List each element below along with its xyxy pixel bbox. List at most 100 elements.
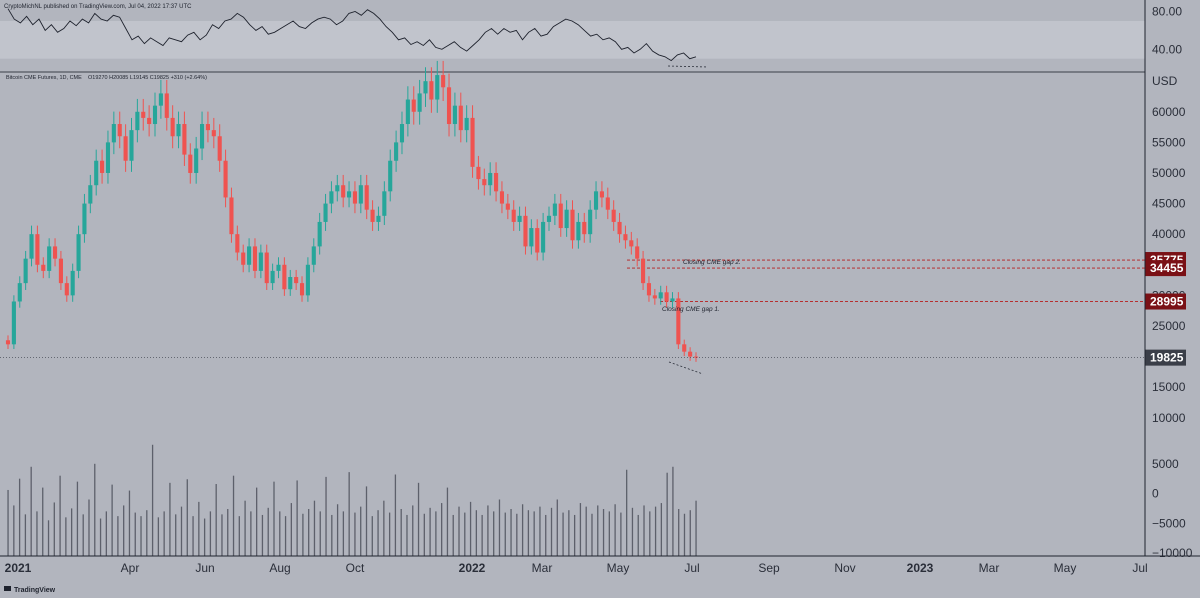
candle: [258, 244, 263, 279]
candle-body: [347, 191, 352, 198]
price-tag-last-text: 19825: [1150, 351, 1184, 365]
candle-body: [670, 298, 675, 302]
volume-bar: [597, 505, 599, 556]
volume-bar: [504, 512, 506, 556]
candle: [629, 231, 634, 255]
candle: [235, 225, 240, 261]
candle: [199, 111, 205, 161]
candle: [523, 206, 528, 255]
volume-bar: [452, 514, 454, 556]
candle-body: [423, 81, 428, 94]
volume-bar: [493, 511, 495, 556]
candle-body: [458, 105, 463, 131]
candle: [147, 105, 152, 137]
volume-bar: [429, 507, 431, 556]
candle-body: [370, 209, 375, 222]
volume-bar: [365, 486, 368, 556]
candle: [576, 212, 581, 249]
candle: [652, 288, 657, 305]
candle: [176, 111, 181, 149]
x-tick-label: Mar: [979, 561, 1000, 575]
candle: [352, 181, 357, 214]
published-line: CryptoMichNL published on TradingView.co…: [4, 4, 192, 10]
volume-bar: [550, 507, 553, 556]
candle-body: [335, 185, 340, 192]
candle-body: [535, 228, 540, 253]
candle-body: [505, 203, 510, 210]
candle-body: [435, 75, 440, 100]
candle: [682, 339, 687, 357]
candle: [670, 292, 675, 308]
candle-body: [352, 191, 357, 204]
candle-body: [641, 258, 646, 284]
candle: [688, 347, 693, 361]
candle-body: [499, 191, 505, 204]
price-tick-label: 15000: [1152, 380, 1186, 394]
candle-body: [646, 283, 652, 296]
candle: [399, 111, 405, 155]
candle-body: [23, 258, 28, 284]
volume-bar: [683, 513, 686, 556]
price-tick-label: 60000: [1152, 105, 1186, 119]
candle: [517, 206, 522, 231]
candle-body: [64, 283, 69, 296]
candle-body: [417, 93, 422, 112]
rsi-tick-label: 40.00: [1152, 42, 1182, 56]
candle-body: [546, 215, 552, 222]
volume-bar: [273, 481, 275, 556]
candle: [47, 238, 52, 279]
volume-bar: [539, 506, 541, 556]
volume-bar: [302, 513, 304, 556]
volume-bar: [180, 506, 183, 556]
candle-body: [593, 191, 599, 210]
candle: [499, 181, 505, 214]
volume-bar: [533, 511, 535, 556]
volume-bar: [117, 516, 119, 556]
rsi-band: [0, 20, 1145, 59]
volume-bar: [111, 484, 113, 556]
volume-bar: [186, 479, 188, 556]
candle-body: [252, 246, 258, 271]
candle: [441, 60, 446, 102]
volume-bar: [99, 518, 102, 556]
volume-bar: [516, 513, 518, 556]
candle-body: [623, 234, 628, 241]
candle: [364, 174, 369, 220]
volume-bar: [602, 509, 605, 556]
candle: [164, 79, 169, 131]
candle: [635, 238, 640, 267]
x-tick-label: Oct: [346, 561, 365, 575]
volume-bar: [30, 466, 32, 556]
candle: [552, 193, 557, 226]
candle: [488, 162, 493, 196]
candle: [564, 200, 569, 237]
candle: [58, 250, 63, 290]
candle: [135, 98, 140, 143]
candle-body: [247, 246, 252, 265]
volume-bar: [626, 469, 628, 556]
candle: [129, 117, 134, 172]
volume-tick-label: 0: [1152, 487, 1159, 501]
candle-body: [476, 166, 481, 180]
candle-body: [688, 351, 693, 357]
volume-bar: [348, 472, 350, 556]
candle-body: [558, 203, 563, 229]
candle-body: [664, 292, 669, 302]
volume-bar: [146, 510, 148, 556]
volume-bar: [643, 505, 645, 556]
x-tick-label: 2022: [459, 561, 486, 575]
candle-body: [170, 117, 175, 137]
candle: [593, 181, 599, 220]
volume-bar: [394, 474, 397, 556]
volume-bar: [279, 511, 281, 556]
candle-body: [158, 93, 163, 106]
candle-body: [394, 142, 399, 161]
volume-bar: [94, 463, 96, 556]
candle: [329, 181, 334, 214]
volume-bar: [13, 505, 15, 556]
candle-body: [564, 209, 569, 229]
volume-bar: [469, 501, 472, 556]
volume-bar: [65, 517, 67, 556]
candle: [505, 193, 510, 220]
